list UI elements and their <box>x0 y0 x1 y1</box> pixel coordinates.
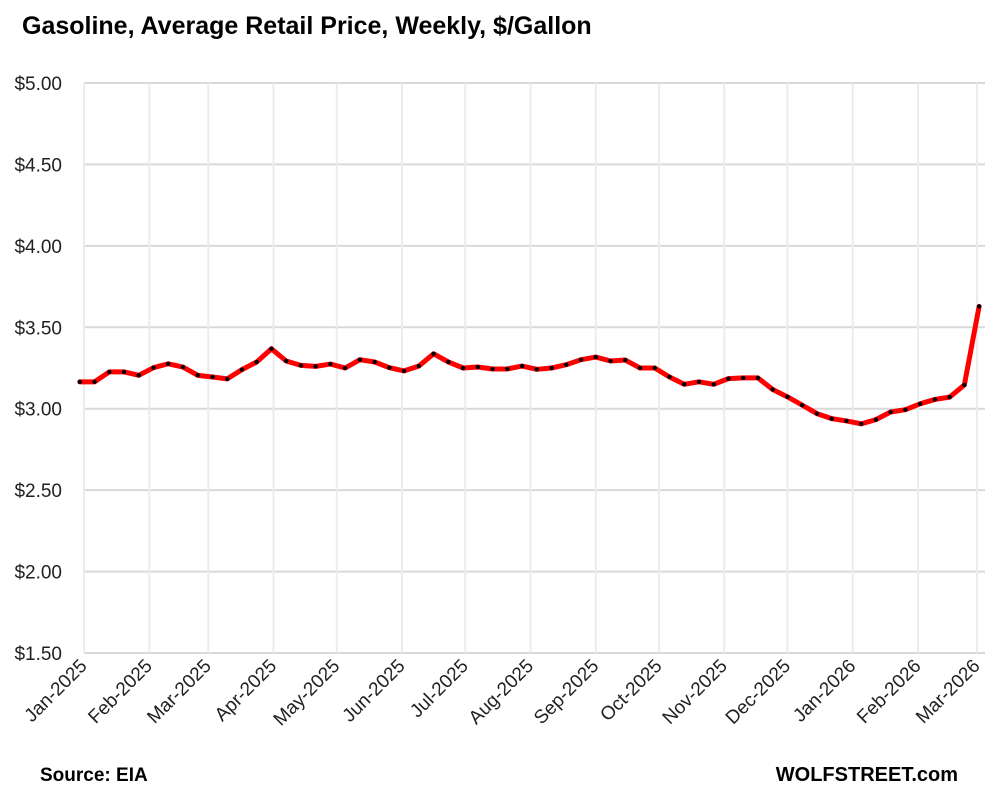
data-point <box>770 387 775 392</box>
y-tick-label: $1.50 <box>14 644 62 665</box>
price-line <box>77 303 982 427</box>
x-tick-label: Dec-2025 <box>722 656 795 729</box>
brand-label: WOLFSTREET.com <box>775 764 958 786</box>
data-point <box>667 374 672 380</box>
data-point <box>313 364 318 369</box>
data-point <box>652 365 657 371</box>
data-point <box>210 374 215 380</box>
source-label: Source: EIA <box>40 765 148 786</box>
data-point <box>505 366 510 372</box>
data-point <box>431 351 436 357</box>
data-point <box>858 421 864 427</box>
y-tick-label: $4.00 <box>14 237 62 258</box>
data-point <box>225 376 230 382</box>
data-point <box>888 409 893 415</box>
data-point <box>121 369 127 375</box>
y-tick-label: $2.00 <box>14 563 62 584</box>
y-tick-label: $3.50 <box>14 318 62 339</box>
data-point <box>254 359 259 365</box>
data-point <box>283 358 289 364</box>
data-point <box>962 382 967 388</box>
data-point <box>682 382 687 387</box>
data-point <box>564 362 569 367</box>
x-tick-label: Jan-2026 <box>789 656 860 727</box>
x-tick-label: May-2025 <box>270 656 345 731</box>
data-point <box>903 407 908 412</box>
data-point <box>195 373 200 378</box>
x-tick-label: Mar-2026 <box>912 656 984 728</box>
data-point <box>460 365 466 371</box>
data-point <box>549 365 554 371</box>
data-point <box>166 361 171 366</box>
data-point <box>416 363 422 369</box>
data-point <box>785 394 790 400</box>
data-point <box>726 376 731 381</box>
data-point <box>799 402 805 408</box>
data-point <box>741 375 746 381</box>
data-point <box>77 379 82 385</box>
x-tick-label: Feb-2026 <box>853 656 925 728</box>
data-point <box>136 373 141 378</box>
x-tick-label: Aug-2025 <box>465 656 538 729</box>
x-tick-label: Jan-2025 <box>21 656 92 727</box>
data-point <box>387 365 392 370</box>
data-point <box>593 354 598 360</box>
data-point <box>446 359 451 365</box>
data-point <box>401 368 407 374</box>
y-tick-label: $4.50 <box>14 155 62 176</box>
data-point <box>92 379 97 385</box>
data-point <box>814 411 820 416</box>
data-point <box>180 364 186 370</box>
data-point <box>932 397 938 402</box>
data-point <box>151 365 156 370</box>
data-point <box>637 365 643 371</box>
data-point <box>372 359 377 365</box>
y-tick-label: $3.00 <box>14 400 62 421</box>
chart-title: Gasoline, Average Retail Price, Weekly, … <box>22 12 592 40</box>
x-tick-label: Feb-2025 <box>84 656 156 728</box>
data-point <box>696 379 702 385</box>
data-point <box>269 346 274 351</box>
data-point <box>947 394 952 400</box>
data-point <box>107 369 112 375</box>
data-point <box>519 363 525 369</box>
x-tick-label: Nov-2025 <box>659 656 732 729</box>
data-point <box>475 364 481 370</box>
x-tick-label: Oct-2025 <box>596 656 666 726</box>
x-tick-label: Jun-2025 <box>339 656 410 727</box>
data-point <box>623 357 628 363</box>
x-tick-label: Sep-2025 <box>530 656 603 729</box>
data-point <box>976 304 982 309</box>
data-point <box>298 363 304 368</box>
data-point <box>844 418 849 424</box>
data-point <box>239 367 245 372</box>
data-point <box>578 357 584 362</box>
data-point <box>357 357 363 362</box>
y-tick-label: $2.50 <box>14 481 62 502</box>
data-point <box>917 401 923 407</box>
data-point <box>490 366 495 372</box>
data-point <box>873 417 879 422</box>
data-point <box>829 416 834 421</box>
data-point <box>711 382 716 387</box>
data-point <box>755 375 761 381</box>
data-point <box>328 361 333 367</box>
x-tick-label: Jul-2025 <box>406 656 472 722</box>
y-tick-label: $5.00 <box>14 74 62 95</box>
data-point <box>534 367 540 372</box>
data-point <box>342 365 348 371</box>
data-point <box>608 358 613 364</box>
x-tick-label: Mar-2025 <box>143 656 215 728</box>
